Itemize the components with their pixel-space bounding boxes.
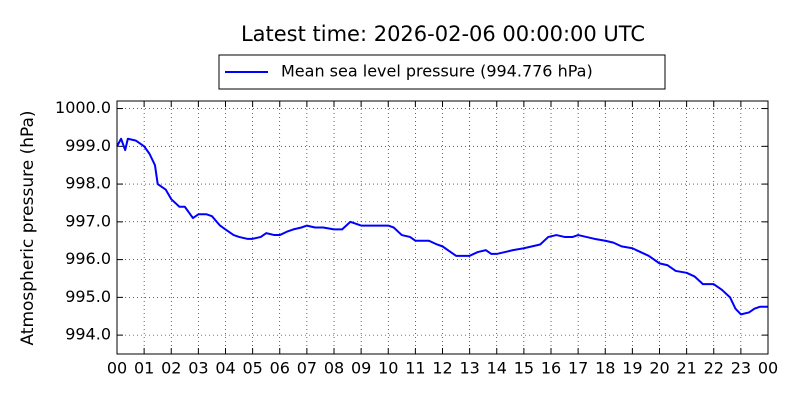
y-tick-label: 999.0	[65, 136, 111, 155]
y-tick-label: 1000.0	[55, 98, 111, 117]
x-tick-label: 23	[731, 359, 751, 378]
x-tick-label: 10	[378, 359, 398, 378]
x-tick-label: 22	[704, 359, 724, 378]
x-tick-label: 05	[242, 359, 262, 378]
data-line	[116, 137, 768, 316]
x-tick-label: 08	[324, 359, 344, 378]
x-tick-label: 02	[161, 359, 181, 378]
x-tick-label: 00	[758, 359, 778, 378]
x-tick-label: 18	[595, 359, 615, 378]
x-tick-label: 14	[487, 359, 507, 378]
x-tick-label: 16	[541, 359, 561, 378]
legend-label: Mean sea level pressure (994.776 hPa)	[281, 62, 593, 81]
y-tick-label: 997.0	[65, 211, 111, 230]
x-tick-label: 07	[297, 359, 317, 378]
x-tick-label: 20	[649, 359, 669, 378]
x-tick-label: 19	[622, 359, 642, 378]
y-tick-label: 996.0	[65, 249, 111, 268]
x-tick-label: 04	[215, 359, 235, 378]
x-tick-label: 06	[270, 359, 290, 378]
y-axis-label: Atmospheric pressure (hPa)	[18, 110, 38, 345]
chart-title: Latest time: 2026-02-06 00:00:00 UTC	[241, 22, 645, 46]
x-tick-label: 13	[459, 359, 479, 378]
x-tick-label: 11	[405, 359, 425, 378]
x-tick-label: 09	[351, 359, 371, 378]
y-tick-label: 994.0	[65, 325, 111, 344]
x-tick-label: 12	[432, 359, 452, 378]
x-tick-label: 17	[568, 359, 588, 378]
x-tick-label: 00	[107, 359, 127, 378]
x-tick-label: 03	[188, 359, 208, 378]
y-tick-label: 998.0	[65, 174, 111, 193]
x-tick-label: 21	[676, 359, 696, 378]
legend-box	[218, 54, 666, 90]
x-tick-label: 15	[514, 359, 534, 378]
plot-frame	[116, 100, 769, 355]
y-tick-label: 995.0	[65, 287, 111, 306]
x-tick-label: 01	[134, 359, 154, 378]
